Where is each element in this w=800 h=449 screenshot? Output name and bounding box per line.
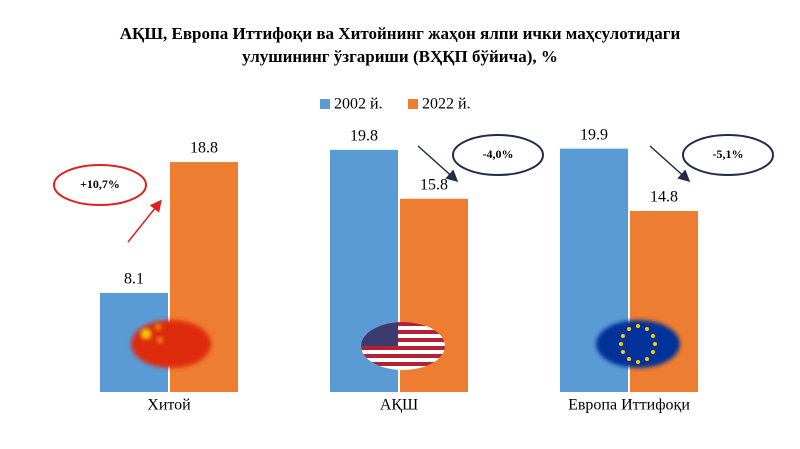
flag-eu-stars — [619, 324, 657, 364]
annotation-bubble — [452, 134, 544, 176]
data-label: 15.8 — [420, 176, 448, 193]
legend-label: 2002 й. — [334, 96, 383, 113]
flag-usa — [361, 322, 445, 370]
annotation: -5,1% — [713, 147, 744, 161]
x-tick-label: АҚШ — [380, 397, 418, 414]
data-label: 19.9 — [580, 126, 608, 143]
annotation-bubble — [682, 134, 774, 176]
data-label: 19.8 — [350, 128, 378, 145]
annotation: -4,0% — [483, 147, 514, 161]
arrow — [649, 145, 691, 183]
arrow — [127, 199, 162, 243]
flag-china — [131, 320, 211, 368]
x-tick-label: Европа Иттифоқи — [568, 397, 690, 414]
data-label: 8.1 — [124, 271, 144, 288]
legend-swatch — [408, 99, 418, 109]
data-label: 18.8 — [190, 140, 218, 157]
data-label: 14.8 — [650, 189, 678, 206]
legend-swatch — [320, 99, 330, 109]
flag-eu — [596, 320, 680, 368]
annotation-bubble — [53, 164, 147, 206]
arrow — [417, 145, 459, 183]
legend-label: 2022 й. — [422, 96, 471, 113]
annotation: +10,7% — [80, 177, 120, 191]
chart-title: АҚШ, Европа Иттифоқи ва Хитойнинг жаҳон … — [120, 24, 681, 43]
x-tick-label: Хитой — [147, 397, 191, 414]
chart-title: улушининг ўзгариши (ВҲҚП бўйича), % — [242, 47, 558, 66]
plot-area — [100, 148, 698, 392]
